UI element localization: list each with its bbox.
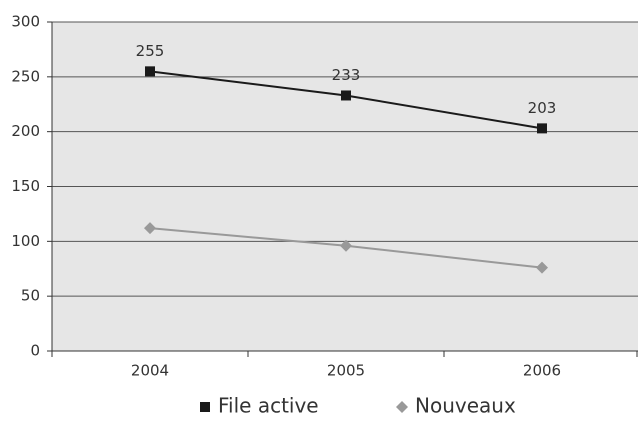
legend-label: File active <box>218 394 319 418</box>
x-tick-label: 2004 <box>131 362 169 380</box>
marker <box>341 90 351 101</box>
y-tick-label: 150 <box>11 177 40 195</box>
data-label: 255 <box>136 42 165 60</box>
marker <box>145 66 155 77</box>
y-tick-label: 250 <box>11 67 40 85</box>
marker <box>537 123 547 134</box>
marker <box>144 222 156 235</box>
legend-label: Nouveaux <box>415 394 516 418</box>
y-tick-label: 300 <box>11 13 40 31</box>
marker <box>340 239 352 252</box>
x-tick-label: 2005 <box>327 362 365 380</box>
y-tick-label: 200 <box>11 122 40 140</box>
y-tick-label: 0 <box>30 342 40 360</box>
legend-marker <box>396 401 408 413</box>
marker <box>536 261 548 274</box>
y-tick-label: 50 <box>21 287 40 305</box>
data-label: 203 <box>528 99 557 117</box>
data-label: 233 <box>332 66 361 84</box>
x-tick-label: 2006 <box>523 362 561 380</box>
y-tick-label: 100 <box>11 232 40 250</box>
legend-marker <box>200 402 210 412</box>
